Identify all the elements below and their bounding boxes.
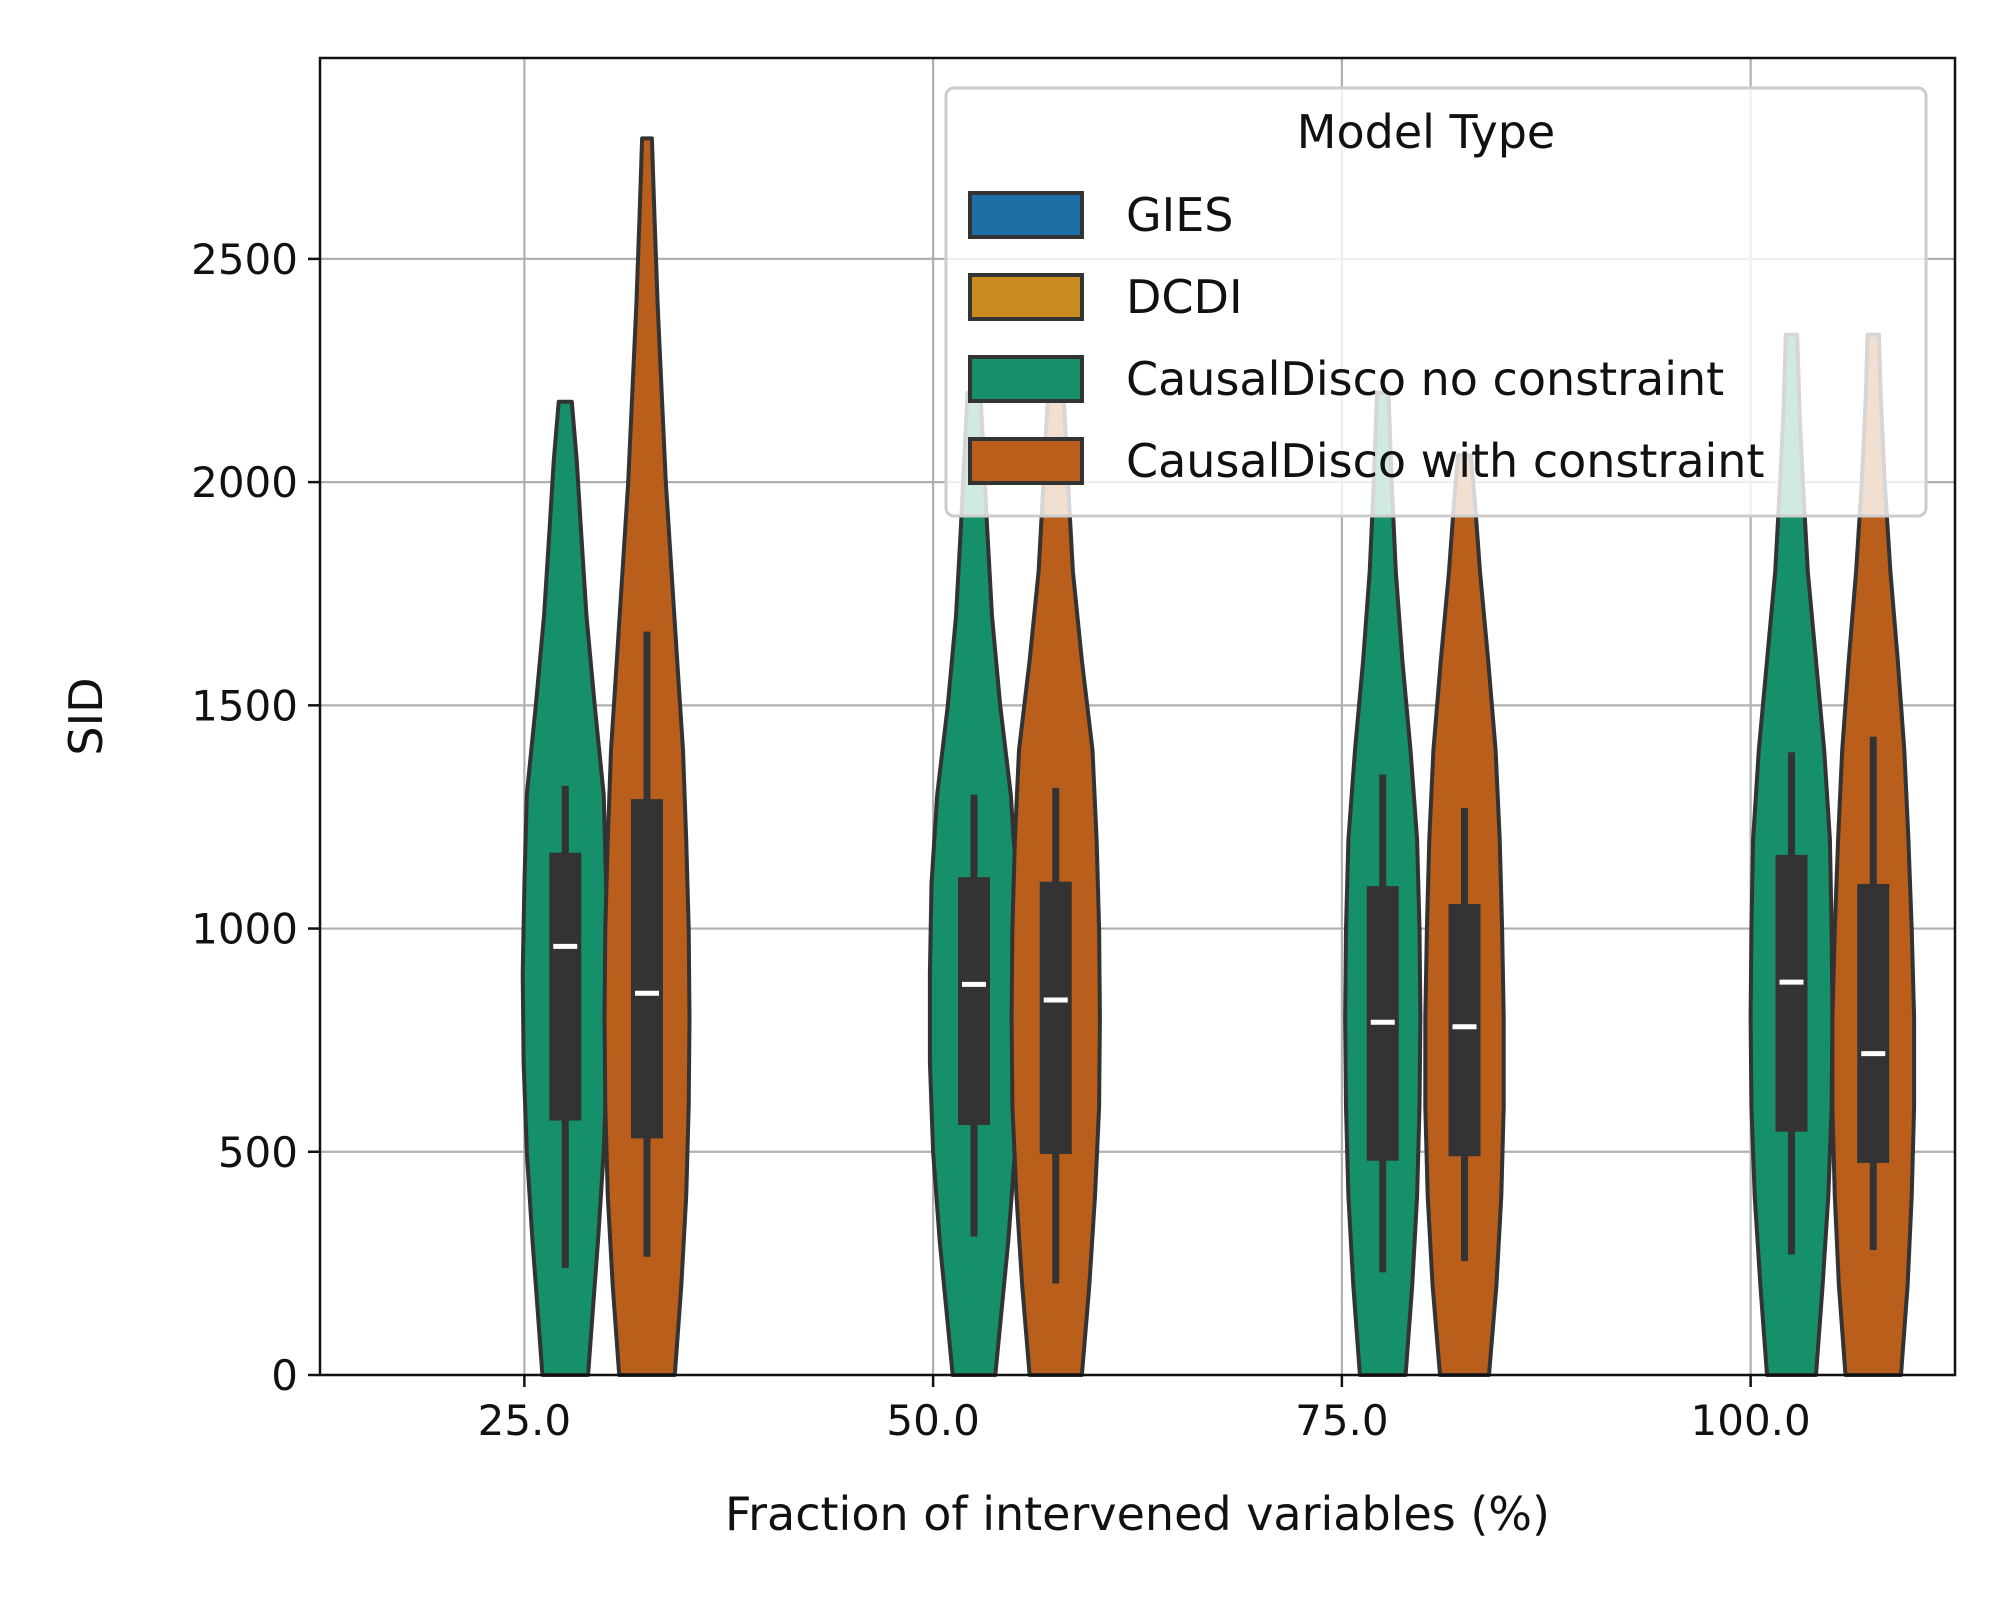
- x-axis-title: Fraction of intervened variables (%): [725, 1487, 1550, 1541]
- legend-swatch: [968, 191, 1084, 239]
- y-axis-title: SID: [59, 677, 113, 755]
- legend-box: [944, 86, 1928, 518]
- x-tick-label: 25.0: [478, 1396, 572, 1445]
- violin-group: [1423, 453, 1506, 1377]
- x-tick-label: 50.0: [886, 1396, 980, 1445]
- x-tick-label: 100.0: [1691, 1396, 1811, 1445]
- x-tick-label: 75.0: [1295, 1396, 1389, 1445]
- y-tick-label: 0: [271, 1351, 298, 1400]
- violin-iqr-box: [1448, 904, 1481, 1157]
- violin-iqr-box: [1857, 883, 1890, 1163]
- legend-entry-label: DCDI: [1126, 270, 1243, 324]
- violin-iqr-box: [1039, 881, 1072, 1155]
- y-tick-label: 2500: [191, 235, 298, 284]
- violins: [520, 136, 1917, 1377]
- violin-iqr-box: [631, 799, 663, 1139]
- y-axis: 0 500 1000 1500 2000 2500: [191, 235, 320, 1400]
- violin-iqr-box: [549, 852, 582, 1121]
- legend-swatch: [968, 273, 1084, 321]
- plot-frame: [318, 56, 1957, 1377]
- violin-group: [602, 136, 692, 1377]
- legend-entry-label: CausalDisco no constraint: [1126, 352, 1724, 406]
- y-tick-label: 500: [218, 1128, 298, 1177]
- y-tick-label: 1000: [191, 905, 298, 954]
- violin-group: [1748, 332, 1835, 1377]
- violin-iqr-box: [1775, 854, 1808, 1132]
- y-tick-label: 1500: [191, 681, 298, 730]
- violin-group: [1009, 368, 1102, 1377]
- legend-entry-label: CausalDisco with constraint: [1126, 434, 1765, 488]
- legend-swatch: [968, 355, 1084, 403]
- legend: Model Type GIES DCDI CausalDisco no constr…: [944, 86, 1928, 518]
- violin-iqr-box: [958, 877, 990, 1125]
- x-axis: 25.0 50.0 75.0 100.0: [478, 1375, 1811, 1445]
- legend-title: Model Type: [1297, 105, 1555, 159]
- legend-entry-label: GIES: [1126, 188, 1233, 242]
- legend-swatch: [968, 437, 1084, 485]
- violin-group: [1343, 390, 1423, 1377]
- y-tick-label: 2000: [191, 458, 298, 507]
